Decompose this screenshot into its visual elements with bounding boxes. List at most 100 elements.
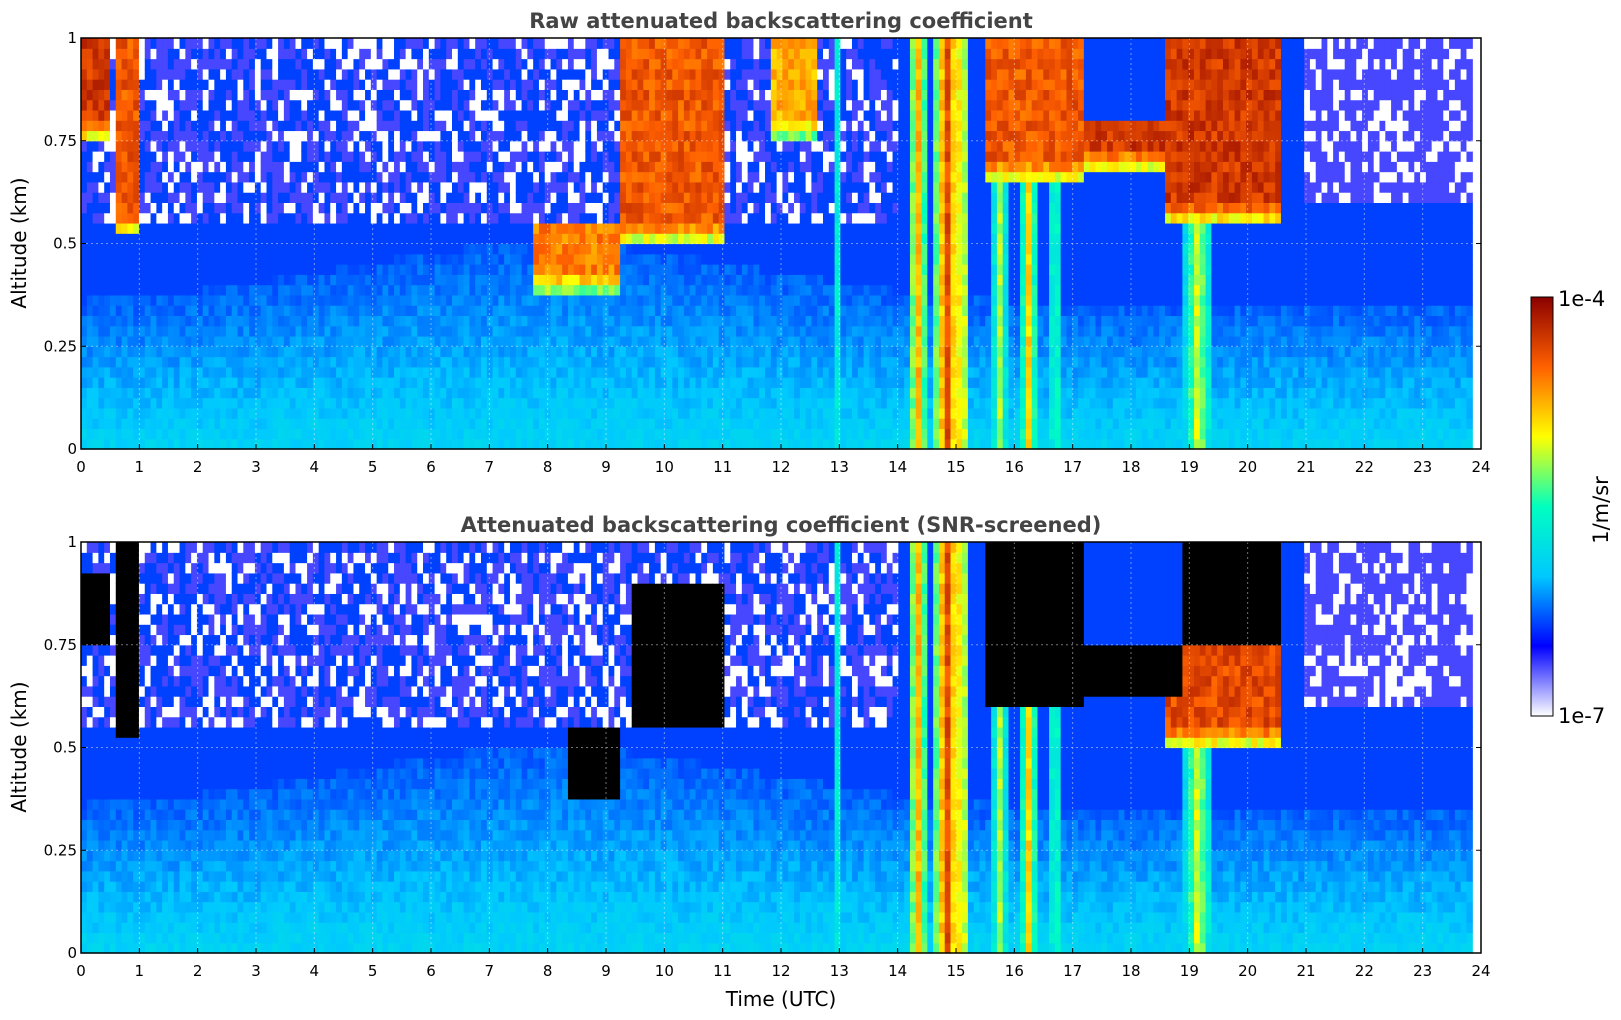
heatmap-cell	[614, 233, 621, 245]
heatmap-cell	[336, 68, 343, 80]
heatmap-cell	[353, 284, 360, 296]
heatmap-cell	[770, 222, 778, 234]
heatmap-cell	[411, 294, 418, 306]
heatmap-cell	[336, 325, 343, 337]
heatmap-cell	[718, 48, 726, 60]
heatmap-cell	[150, 161, 157, 173]
heatmap-cell	[417, 325, 424, 337]
heatmap-cell	[492, 58, 499, 70]
heatmap-cell	[272, 294, 279, 306]
heatmap-cell	[649, 130, 656, 142]
heatmap-cell	[376, 109, 384, 121]
heatmap-cell	[631, 356, 639, 368]
heatmap-cell	[411, 130, 418, 142]
heatmap-cell	[121, 305, 128, 317]
heatmap-cell	[127, 274, 134, 286]
heatmap-cell	[214, 181, 221, 193]
heatmap-cell	[707, 397, 714, 409]
heatmap-cell	[370, 202, 378, 214]
heatmap-cell	[98, 377, 105, 388]
heatmap-cell	[127, 109, 134, 121]
heatmap-cell	[538, 109, 546, 121]
heatmap-cell	[138, 315, 146, 327]
heatmap-cell	[544, 428, 552, 440]
heatmap-cell	[399, 284, 407, 296]
heatmap-cell	[544, 161, 552, 173]
heatmap-cell	[220, 233, 227, 245]
heatmap-cell	[701, 325, 708, 337]
heatmap-cell	[156, 68, 163, 80]
heatmap-cell	[104, 418, 111, 430]
heatmap-cell	[718, 346, 726, 358]
heatmap-cell	[405, 233, 413, 245]
heatmap-cell	[770, 161, 778, 173]
heatmap-cell	[480, 243, 488, 255]
heatmap-cell	[591, 356, 598, 368]
heatmap-cell	[104, 315, 111, 327]
heatmap-cell	[550, 89, 557, 101]
heatmap-cell	[550, 346, 557, 358]
heatmap-cell	[225, 356, 233, 368]
heatmap-cell	[747, 130, 755, 142]
heatmap-cell	[336, 89, 343, 101]
heatmap-cell	[486, 192, 494, 203]
heatmap-cell	[312, 387, 320, 399]
heatmap-cell	[231, 428, 239, 440]
heatmap-cell	[596, 243, 604, 255]
heatmap-cell	[196, 233, 204, 245]
heatmap-cell	[469, 89, 476, 101]
heatmap-cell	[678, 356, 685, 368]
heatmap-cell	[666, 366, 673, 378]
heatmap-cell	[602, 264, 610, 275]
heatmap-cell	[602, 325, 610, 337]
heatmap-cell	[585, 428, 592, 440]
heatmap-cell	[301, 438, 308, 450]
heatmap-cell	[98, 120, 105, 132]
heatmap-cell	[799, 99, 807, 111]
heatmap-cell	[509, 58, 517, 70]
heatmap-cell	[602, 192, 610, 203]
heatmap-cell	[440, 325, 447, 337]
heatmap-cell	[770, 212, 778, 224]
heatmap-cell	[579, 58, 586, 70]
heatmap-cell	[492, 346, 499, 358]
heatmap-cell	[330, 264, 337, 275]
heatmap-cell	[144, 130, 152, 142]
heatmap-cell	[202, 315, 210, 327]
heatmap-cell	[701, 202, 708, 214]
heatmap-cell	[127, 99, 134, 111]
heatmap-cell	[695, 356, 702, 368]
heatmap-cell	[254, 222, 262, 234]
heatmap-cell	[457, 48, 465, 60]
heatmap-cell	[718, 335, 726, 347]
heatmap-cell	[446, 161, 453, 173]
heatmap-cell	[712, 264, 720, 275]
heatmap-cell	[208, 109, 215, 121]
heatmap-cell	[631, 99, 639, 111]
heatmap-cell	[480, 387, 488, 399]
heatmap-cell	[133, 397, 140, 409]
heatmap-cell	[283, 79, 291, 90]
heatmap-cell	[515, 161, 523, 173]
heatmap-cell	[127, 284, 134, 296]
heatmap-cell	[272, 233, 279, 245]
heatmap-cell	[463, 274, 470, 286]
heatmap-cell	[388, 222, 395, 234]
heatmap-cell	[266, 58, 273, 70]
heatmap-cell	[370, 181, 378, 193]
heatmap-cell	[231, 346, 239, 358]
heatmap-cell	[399, 418, 407, 430]
heatmap-cell	[237, 418, 244, 430]
heatmap-cell	[388, 120, 395, 132]
heatmap-cell	[92, 151, 99, 162]
heatmap-cell	[452, 130, 459, 142]
heatmap-cell	[770, 356, 778, 368]
heatmap-cell	[399, 274, 407, 286]
heatmap-cell	[475, 181, 482, 193]
heatmap-cell	[521, 284, 528, 296]
heatmap-cell	[614, 346, 621, 358]
heatmap-cell	[533, 89, 540, 101]
heatmap-cell	[556, 438, 563, 450]
heatmap-cell	[475, 68, 482, 80]
heatmap-cell	[643, 109, 650, 121]
